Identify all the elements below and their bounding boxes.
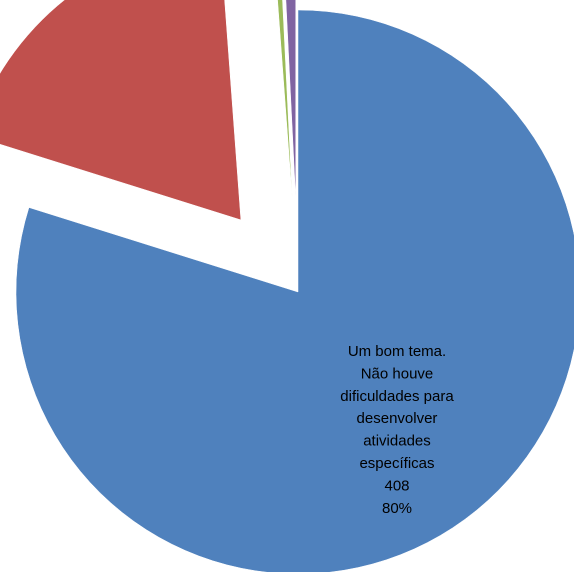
slice-1-data-label-line: desenvolver [357, 410, 438, 427]
pie-slice-4 [285, 0, 296, 201]
slice-1-data-label-line: atividades [363, 433, 431, 450]
slice-1-data-label-line: 80% [382, 500, 412, 517]
pie-slice-2 [0, 0, 242, 221]
slice-1-data-label-line: específicas [359, 455, 434, 472]
slice-1-data-label-line: dificuldades para [340, 388, 454, 405]
slice-1-data-label: Um bom tema. Não houve dificuldades para de… [340, 343, 454, 517]
pie-slice-1 [15, 9, 574, 572]
slice-1-data-label-line: 408 [384, 477, 409, 494]
slice-1-data-label-line: Um bom tema. [348, 343, 446, 360]
slice-1-data-label-line: Não houve [361, 365, 434, 382]
